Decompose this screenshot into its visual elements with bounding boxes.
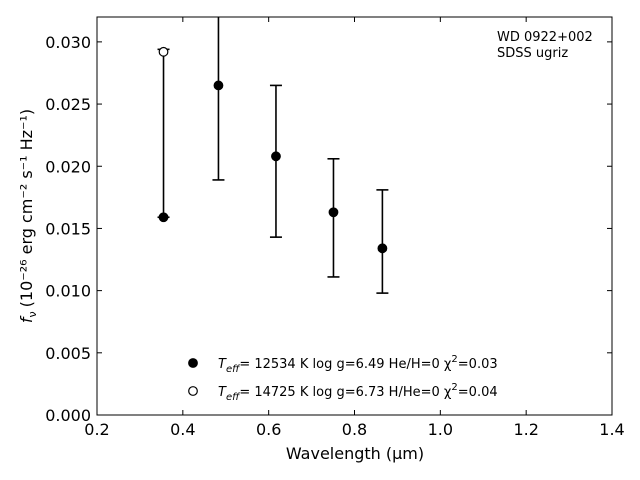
- annotation-survey: SDSS ugriz: [497, 46, 568, 61]
- legend-entry-sub: eff: [226, 364, 241, 375]
- x-tick-label: 0.8: [342, 420, 367, 439]
- legend-entry: Teff= 12534 K log g=6.49 He/H=0 χ2=0.03: [218, 354, 498, 375]
- y-axis-label: fν (10⁻²⁶ erg cm⁻² s⁻¹ Hz⁻¹): [17, 109, 39, 323]
- y-tick-label: 0.000: [45, 406, 91, 425]
- svg-text:fν(10⁻²⁶ erg cm⁻² s⁻¹ Hz⁻¹): fν (10⁻²⁶ erg cm⁻² s⁻¹ Hz⁻¹): [17, 109, 39, 323]
- axes: 0.2 0.4 0.6 0.8 1.0 1.2 1.4 0.000 0.005 0.010 0.01…: [45, 16, 625, 439]
- y-tick-label: 0.015: [45, 219, 91, 238]
- x-axis-label: Wavelength (μm): [286, 444, 424, 463]
- y-tick-label: 0.005: [45, 344, 91, 363]
- plot-frame: [96, 16, 613, 416]
- legend-entry-sup: 2: [451, 354, 457, 365]
- open-model-point: [158, 46, 169, 57]
- y-axis-label-units: (10⁻²⁶ erg cm⁻² s⁻¹ Hz⁻¹): [17, 109, 36, 307]
- x-tick-label: 0.4: [170, 420, 195, 439]
- y-axis-label-main: f: [17, 315, 36, 323]
- legend-entry-pre: T: [218, 385, 227, 400]
- legend-entry-post: = 12534 K log g=6.49 He/H=0 χ: [239, 357, 452, 372]
- legend-entry-pre: T: [218, 357, 227, 372]
- data-points: [157, 17, 389, 294]
- y-tick-label: 0.010: [45, 282, 91, 301]
- legend-entry-sup: 2: [451, 382, 457, 393]
- filled-model-point: [213, 80, 224, 91]
- legend-marker: [188, 386, 198, 396]
- x-tick-label: 0.6: [256, 420, 281, 439]
- filled-model-point: [271, 151, 281, 162]
- y-tick-label: 0.030: [45, 33, 91, 52]
- y-axis-label-sub: ν: [26, 311, 39, 317]
- y-tick-label: 0.020: [45, 157, 91, 176]
- legend-entry-sub: eff: [226, 392, 241, 403]
- x-tick-label: 0.2: [84, 420, 109, 439]
- filled-model-point: [158, 212, 169, 223]
- legend: Teff= 12534 K log g=6.49 He/H=0 χ2=0.03T…: [188, 354, 498, 403]
- legend-entry-tail: =0.04: [458, 385, 498, 400]
- annotation-object-name: WD 0922+002: [497, 30, 593, 45]
- filled-model-point: [328, 207, 339, 218]
- filled-model-point: [377, 243, 388, 254]
- legend-entry-post: = 14725 K log g=6.73 H/He=0 χ: [239, 385, 452, 400]
- x-tick-label: 1.4: [599, 420, 624, 439]
- x-tick-label: 1.2: [513, 420, 538, 439]
- legend-entry-tail: =0.03: [458, 357, 498, 372]
- legend-entry: Teff= 14725 K log g=6.73 H/He=0 χ2=0.04: [218, 382, 498, 403]
- y-tick-label: 0.025: [45, 95, 91, 114]
- legend-marker: [188, 358, 198, 368]
- x-tick-label: 1.0: [428, 420, 453, 439]
